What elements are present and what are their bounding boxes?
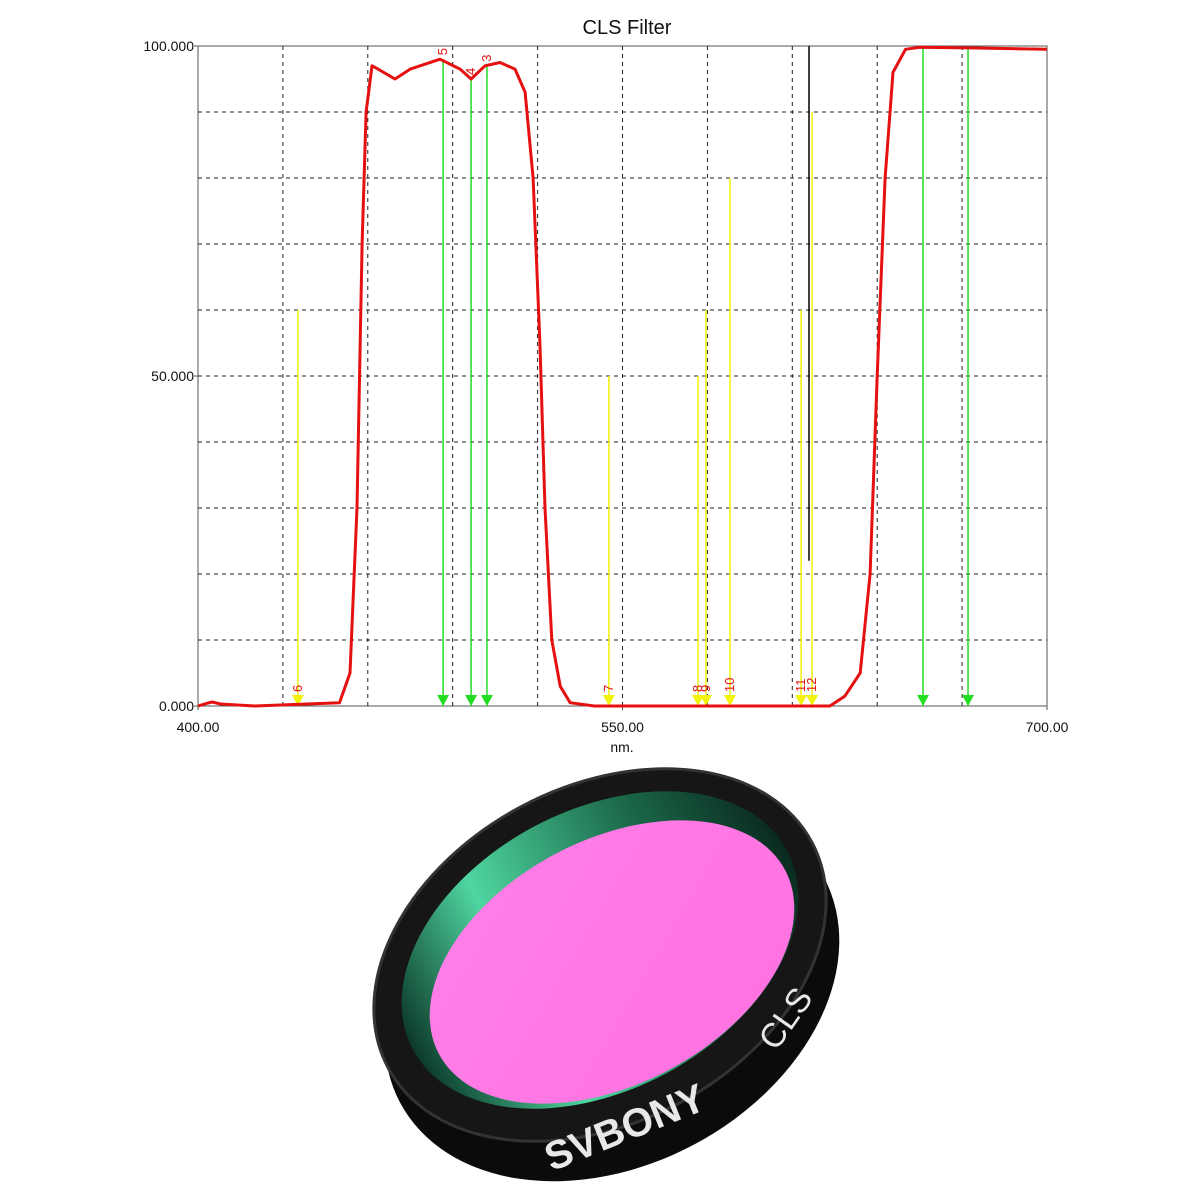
x-tick-label: 700.00 <box>1026 719 1069 735</box>
marker-label: 11 <box>793 679 808 693</box>
transmission-curve <box>197 45 1048 708</box>
product-photo: SVBONY CLS <box>372 767 840 1182</box>
marker-arrow <box>699 695 712 706</box>
chart-title: CLS Filter <box>583 17 672 39</box>
marker-label: 9 <box>698 685 713 692</box>
marker-arrow <box>480 695 493 706</box>
x-tick-label: 400.00 <box>177 719 220 735</box>
marker-arrow <box>724 695 737 706</box>
x-tick-label: 550.00 <box>601 719 644 735</box>
marker-arrow <box>795 695 808 706</box>
y-tick-label: 50.000 <box>151 368 194 384</box>
marker-label: 12 <box>804 678 819 692</box>
marker-arrow <box>437 695 450 706</box>
marker-arrow <box>602 695 615 706</box>
marker-arrow <box>291 695 304 706</box>
marker-arrow <box>692 695 705 706</box>
filter-glass <box>429 820 795 1104</box>
chart: CLS Filter nm. 0.000 50.000 100.000 400.00 5… <box>143 17 1069 755</box>
marker-label: 8 <box>690 685 705 692</box>
marker-label: 6 <box>290 685 305 692</box>
marker-label: 7 <box>601 685 616 692</box>
x-axis-label: nm. <box>610 739 633 755</box>
marker-label: 3 <box>479 55 494 62</box>
y-tick-label: 100.000 <box>143 38 194 54</box>
marker-arrow <box>465 695 478 706</box>
y-tick-label: 0.000 <box>159 698 194 714</box>
marker-arrow <box>917 695 930 706</box>
marker-arrow <box>962 695 975 706</box>
marker-label: 4 <box>463 68 478 75</box>
marker-label: 5 <box>435 48 450 55</box>
marker-label: 10 <box>722 678 737 692</box>
marker-arrow <box>806 695 819 706</box>
